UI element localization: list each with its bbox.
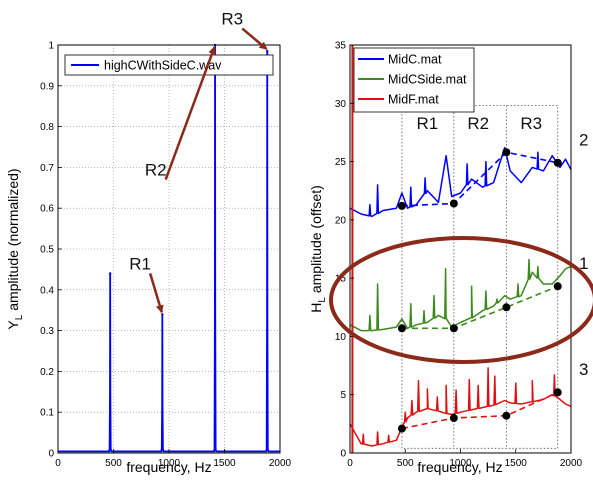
left-annotation-r2: R2 bbox=[145, 161, 167, 180]
left-x-tick-label: 1000 bbox=[158, 458, 181, 469]
right-trend-line bbox=[401, 151, 558, 207]
right-x-tick-label: 1000 bbox=[449, 458, 472, 469]
left-annotation-r3: R3 bbox=[221, 10, 243, 29]
left-series-peak bbox=[266, 49, 269, 53]
right-peak-dot bbox=[502, 411, 511, 420]
right-x-tick-label: 500 bbox=[397, 458, 414, 469]
left-y-tick-label: 0.5 bbox=[40, 245, 54, 256]
right-series-line-midf-mat bbox=[349, 367, 572, 447]
left-y-axis-label: YL amplitude (normalized) bbox=[5, 168, 25, 329]
left-annotations: R1 R2 R3 bbox=[129, 10, 268, 314]
right-peak-dot bbox=[397, 324, 406, 333]
right-annotation-r3: R3 bbox=[520, 114, 542, 133]
right-series-line-midcside-mat bbox=[349, 258, 572, 332]
left-legend-entry: highCWithSideC.wav bbox=[104, 59, 222, 73]
left-chart: 0 500 1000 1500 2000 0 0.1 0.2 0.3 0.4 0.5 0.6 0.7 0.… bbox=[5, 10, 292, 475]
left-y-tick-label: 0.1 bbox=[40, 408, 54, 419]
right-peak-dot bbox=[449, 414, 458, 423]
right-peak-dot bbox=[449, 199, 458, 208]
right-peak-dot bbox=[449, 324, 458, 333]
right-y-tick-label: 0 bbox=[340, 449, 346, 460]
left-grid bbox=[58, 45, 280, 453]
right-x-tick-label: 2000 bbox=[560, 458, 583, 469]
left-series-peak bbox=[108, 272, 112, 275]
left-y-tick-label: 0 bbox=[48, 449, 54, 460]
right-series: 2 1 3 bbox=[349, 45, 588, 453]
left-annotation-arrow bbox=[164, 46, 216, 180]
left-y-tick-label: 0.8 bbox=[40, 122, 54, 133]
right-x-tick-label: 0 bbox=[347, 458, 353, 469]
right-legend-entry: MidC.mat bbox=[388, 53, 442, 67]
left-x-tick-label: 500 bbox=[105, 458, 122, 469]
left-y-tick-label: 0.9 bbox=[40, 81, 54, 92]
right-y-tick-label: 30 bbox=[335, 99, 347, 110]
right-peak-dot bbox=[502, 148, 511, 157]
left-y-tick-label: 0.4 bbox=[40, 285, 54, 296]
left-x-axis-label: frequency, Hz bbox=[126, 459, 211, 475]
left-y-tick-label: 0.3 bbox=[40, 326, 54, 337]
left-x-tick-label: 1500 bbox=[213, 458, 236, 469]
right-y-tick-label: 10 bbox=[335, 332, 347, 343]
left-y-tick-label: 0.6 bbox=[40, 204, 54, 215]
left-annotation-arrow bbox=[241, 27, 268, 51]
right-peak-dot bbox=[553, 388, 562, 397]
left-y-tick-label: 1 bbox=[48, 41, 54, 52]
right-peak-dot bbox=[397, 424, 406, 433]
right-trend-line bbox=[401, 285, 559, 330]
right-x-axis-label: frequency, Hz bbox=[417, 459, 502, 475]
right-y-tick-label: 25 bbox=[335, 157, 347, 168]
left-annotation-arrow bbox=[148, 273, 164, 314]
trace-label-2: 2 bbox=[579, 130, 588, 149]
right-series-line-midc-mat bbox=[349, 146, 572, 218]
right-peak-dot bbox=[553, 158, 562, 167]
right-y-tick-label: 20 bbox=[335, 215, 347, 226]
left-x-tick-label: 0 bbox=[55, 458, 61, 469]
trace-label-1: 1 bbox=[579, 254, 588, 273]
left-y-tick-label: 0.7 bbox=[40, 163, 54, 174]
left-annotation-r1: R1 bbox=[129, 254, 151, 273]
left-series-peak bbox=[161, 313, 164, 316]
right-region-boxes bbox=[401, 105, 559, 449]
right-x-tick-label: 1500 bbox=[505, 458, 528, 469]
right-legend: MidC.mat MidCSide.mat MidF.mat bbox=[353, 47, 475, 113]
right-trend-line bbox=[401, 391, 559, 430]
right-annotation-r2: R2 bbox=[467, 114, 489, 133]
right-y-tick-label: 35 bbox=[335, 41, 347, 52]
left-series-line-highcwithsidec-wav bbox=[58, 44, 280, 453]
right-peak-dot bbox=[397, 201, 406, 210]
left-legend: highCWithSideC.wav bbox=[64, 54, 274, 76]
left-legend-box bbox=[64, 54, 274, 76]
right-annotation-r1: R1 bbox=[416, 114, 438, 133]
right-annotations: R1 R2 R3 bbox=[416, 114, 542, 133]
left-series bbox=[58, 43, 280, 453]
left-x-tick-label: 2000 bbox=[269, 458, 292, 469]
right-peak-dot bbox=[502, 303, 511, 312]
right-y-axis-label: HL amplitude (offset) bbox=[308, 185, 328, 312]
right-y-tick-label: 5 bbox=[340, 390, 346, 401]
left-y-tick-label: 0.2 bbox=[40, 367, 54, 378]
trace-label-3: 3 bbox=[579, 360, 588, 379]
right-peak-dot bbox=[553, 282, 562, 291]
right-legend-entry: MidF.mat bbox=[388, 93, 439, 107]
region-frame bbox=[401, 105, 559, 449]
highlight-ellipse bbox=[329, 236, 593, 364]
left-ticks: 0 500 1000 1500 2000 0 0.1 0.2 0.3 0.4 0.5 0.6 0.7 0.… bbox=[40, 41, 291, 470]
right-legend-entry: MidCSide.mat bbox=[388, 73, 467, 87]
